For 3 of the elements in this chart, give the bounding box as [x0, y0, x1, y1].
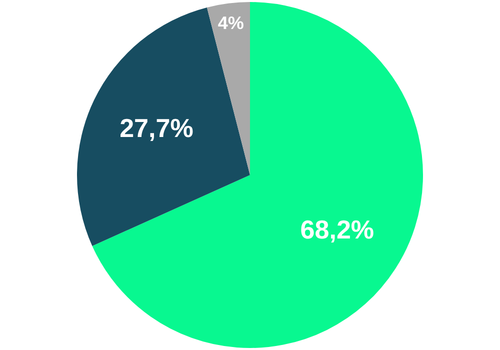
data-label: 4% [218, 12, 244, 33]
data-label: 27,7% [120, 113, 194, 144]
data-label: 68,2% [300, 214, 374, 245]
